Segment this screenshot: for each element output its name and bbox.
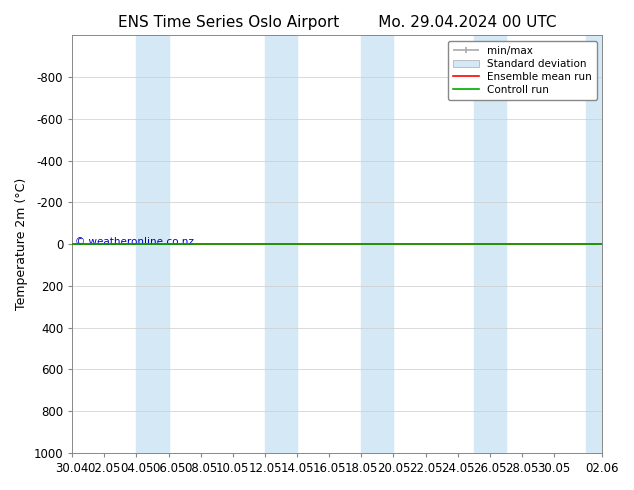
Bar xyxy=(265,35,297,453)
Text: © weatheronline.co.nz: © weatheronline.co.nz xyxy=(75,237,194,247)
Bar xyxy=(586,35,618,453)
Bar xyxy=(361,35,394,453)
Bar xyxy=(474,35,506,453)
Y-axis label: Temperature 2m (°C): Temperature 2m (°C) xyxy=(15,178,28,310)
Bar xyxy=(136,35,169,453)
Legend: min/max, Standard deviation, Ensemble mean run, Controll run: min/max, Standard deviation, Ensemble me… xyxy=(448,41,597,100)
Title: ENS Time Series Oslo Airport        Mo. 29.04.2024 00 UTC: ENS Time Series Oslo Airport Mo. 29.04.2… xyxy=(118,15,557,30)
